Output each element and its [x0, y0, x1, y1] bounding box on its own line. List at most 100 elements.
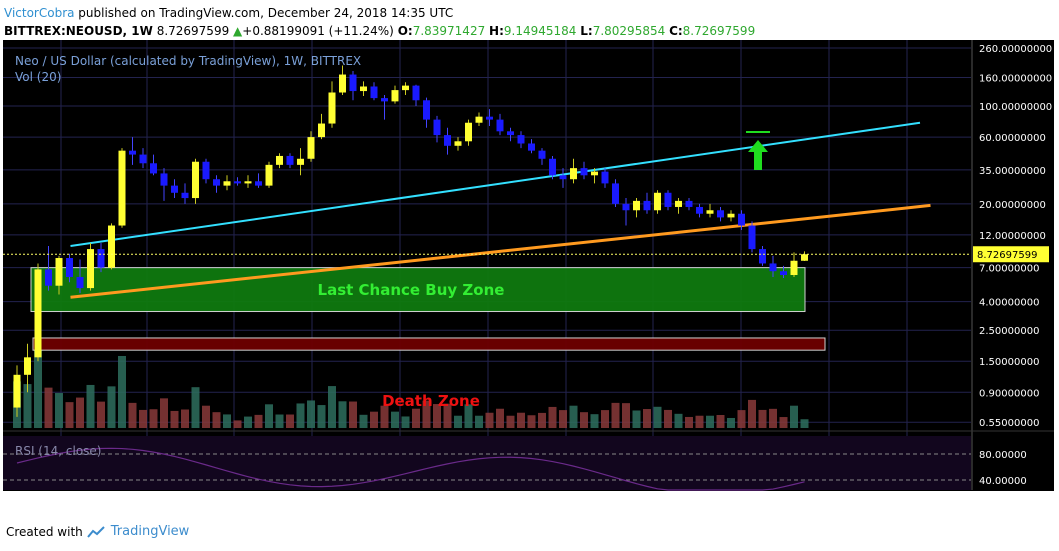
- death-zone-label: Death Zone: [382, 392, 480, 410]
- close-value: 8.72697599: [682, 24, 756, 38]
- candle: [24, 343, 31, 393]
- volume-bar: [737, 410, 746, 428]
- candle-body: [580, 168, 588, 176]
- high-value: 9.14945184: [503, 24, 577, 38]
- candle: [633, 198, 640, 218]
- volume-bar: [422, 400, 431, 428]
- volume-bar: [296, 403, 305, 428]
- volume-bar: [233, 420, 242, 428]
- candle: [276, 153, 283, 169]
- candle-body: [139, 154, 147, 164]
- y-tick-label: 7.00000000: [979, 264, 1039, 275]
- candle-body: [507, 131, 514, 136]
- volume-bar: [433, 404, 441, 428]
- y-tick-label: 100.00000000: [979, 102, 1052, 113]
- volume-bar: [800, 419, 809, 428]
- candle: [601, 168, 609, 188]
- candle: [213, 175, 220, 193]
- symbol-label: BITTREX:NEOUSD, 1W: [4, 24, 153, 38]
- candle-body: [538, 150, 546, 159]
- volume-bar: [538, 412, 546, 428]
- volume-bar: [34, 339, 42, 428]
- y-tick-label: 2.50000000: [979, 326, 1039, 337]
- candle: [738, 210, 745, 231]
- y-tick-label: 35.00000000: [979, 166, 1046, 177]
- open-label: O:: [397, 24, 413, 38]
- price-chart-svg[interactable]: 80.00000 40.00000 260.00000000 160.0000000…: [3, 40, 1054, 510]
- candle-body: [685, 200, 693, 207]
- volume-bar: [128, 402, 137, 428]
- volume-bar: [149, 409, 158, 428]
- candle: [286, 153, 294, 169]
- candle-body: [181, 192, 189, 199]
- candle-body: [45, 269, 52, 286]
- candle-body: [160, 173, 168, 186]
- volume-bar: [202, 405, 210, 428]
- chart-title: Neo / US Dollar (calculated by TradingVi…: [15, 54, 361, 68]
- candle-body: [727, 213, 735, 218]
- last-price-label: 8.72697599: [977, 250, 1037, 261]
- high-label: H:: [489, 24, 504, 38]
- candle: [13, 365, 21, 417]
- candle: [318, 113, 325, 140]
- candle: [55, 255, 63, 295]
- volume-bar: [590, 414, 599, 428]
- candle: [549, 155, 556, 180]
- y-tick-label: 0.55000000: [979, 418, 1039, 429]
- y-tick-label: 4.00000000: [979, 298, 1039, 309]
- candle-body: [738, 213, 745, 226]
- candle: [255, 173, 262, 188]
- chart-area[interactable]: 80.00000 40.00000 260.00000000 160.0000000…: [3, 40, 1054, 510]
- candle-body: [129, 150, 136, 155]
- tradingview-brand[interactable]: TradingView: [110, 524, 190, 539]
- y-tick-label: 12.00000000: [979, 231, 1046, 242]
- candle-body: [297, 158, 304, 165]
- volume-bar: [370, 411, 378, 428]
- volume-bar: [23, 384, 32, 428]
- volume-bar: [779, 417, 788, 428]
- candle: [748, 221, 756, 253]
- candle-body: [24, 357, 31, 375]
- cyan-trendline: [70, 121, 921, 247]
- volume-bar: [475, 415, 483, 428]
- candles: [13, 65, 808, 417]
- candle-body: [517, 135, 525, 144]
- volume-bars: [13, 339, 809, 428]
- candle: [580, 161, 588, 180]
- candle-body: [34, 269, 42, 358]
- author-link[interactable]: VictorCobra: [4, 6, 75, 20]
- volume-bar: [622, 403, 630, 428]
- volume-bar: [380, 405, 389, 428]
- candle-body: [55, 258, 63, 286]
- candle: [517, 131, 525, 149]
- buy-zone-rect: [30, 267, 806, 313]
- candle: [391, 85, 399, 104]
- candle-body: [265, 164, 273, 186]
- candle: [34, 263, 42, 362]
- open-value: 7.83971427: [412, 24, 486, 38]
- candle-body: [748, 225, 756, 250]
- candle-body: [391, 90, 399, 102]
- volume-bar: [328, 386, 336, 428]
- buy-zone-label: Last Chance Buy Zone: [318, 281, 505, 299]
- candle-body: [381, 98, 388, 102]
- volume-bar: [118, 355, 126, 428]
- created-with-text: Created with: [6, 524, 83, 539]
- candle-body: [486, 116, 493, 120]
- rsi-tick-label: 80.00000: [979, 450, 1027, 461]
- candle-body: [307, 137, 315, 159]
- candle-body: [202, 161, 210, 180]
- candle: [507, 127, 514, 142]
- candle-body: [402, 85, 409, 91]
- candle-body: [244, 181, 252, 184]
- volume-bar: [517, 412, 525, 428]
- candle: [349, 71, 357, 101]
- candle-body: [706, 210, 714, 214]
- low-label: L:: [580, 24, 593, 38]
- ohlc-line: BITTREX:NEOUSD, 1W 8.72697599 ▲+0.881990…: [4, 22, 1054, 40]
- volume-bar: [317, 405, 326, 428]
- candle: [244, 175, 252, 188]
- rsi-label: RSI (14, close): [15, 444, 101, 458]
- volume-bar: [496, 408, 504, 428]
- rsi-tick-label: 40.00000: [979, 476, 1027, 487]
